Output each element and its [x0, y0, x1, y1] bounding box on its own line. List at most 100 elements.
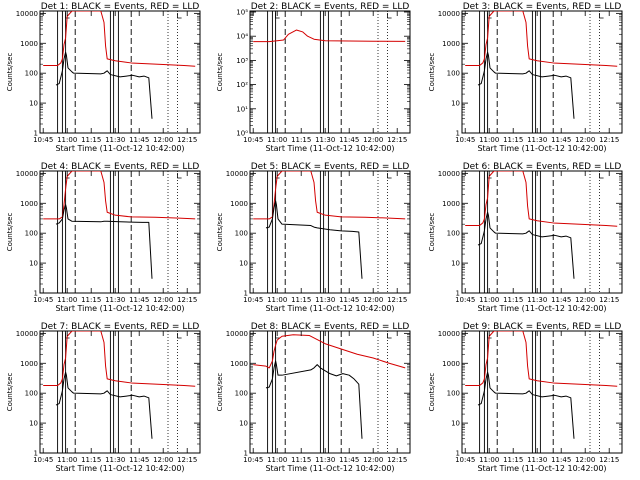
plot-frame [249, 10, 411, 134]
x-tick-label: 11:15 [81, 136, 101, 144]
plot-frame [461, 330, 623, 454]
panel-title: Det 2: BLACK = Events, RED = LLD [251, 2, 410, 12]
series-lld [465, 331, 618, 387]
plot-frame [249, 330, 411, 454]
x-tick-label: 11:15 [81, 456, 101, 464]
plot-area [253, 331, 406, 453]
x-tick-label: 11:30 [105, 136, 125, 144]
panel-title: Det 6: BLACK = Events, RED = LLD [463, 162, 622, 172]
series-events [477, 211, 575, 279]
x-tick-label: 11:45 [129, 296, 149, 304]
marker-bracket [599, 13, 604, 19]
marker-bracket [65, 333, 70, 339]
x-tick-label: 11:00 [267, 136, 287, 144]
series-lld [43, 11, 196, 67]
y-tick-label: 100 [25, 390, 38, 398]
y-tick-label: 100 [25, 230, 38, 238]
marker-bracket [387, 333, 392, 339]
y-tick-label: 10² [236, 81, 248, 89]
panel-det-4: Det 4: BLACK = Events, RED = LLD 10:45 11:… [6, 162, 201, 313]
marker-bracket [177, 333, 182, 339]
panel-det-3: Det 3: BLACK = Events, RED = LLD 10:45 11:… [428, 2, 623, 153]
x-axis-label: Start Time (11-Oct-12 10:42:00) [55, 464, 184, 473]
marker-bracket [275, 333, 280, 339]
plot-frame [249, 170, 411, 294]
x-tick-label: 11:30 [527, 456, 547, 464]
y-tick-label: 1 [34, 130, 38, 138]
x-tick-label: 11:30 [527, 136, 547, 144]
y-tick-label: 100 [447, 70, 460, 78]
x-tick-label: 11:15 [291, 296, 311, 304]
y-tick-label: 10000 [16, 170, 38, 178]
plot-frame [461, 10, 623, 134]
y-tick-label: 10³ [236, 57, 248, 65]
y-tick-label: 1 [244, 450, 248, 458]
x-tick-label: 11:45 [551, 456, 571, 464]
x-tick-label: 11:00 [479, 296, 499, 304]
x-tick-label: 12:00 [153, 136, 173, 144]
marker-bracket [387, 13, 392, 19]
y-axis-label: Counts/sec [216, 213, 224, 252]
x-tick-label: 10:45 [455, 456, 475, 464]
x-tick-label: 12:00 [575, 296, 595, 304]
series-lld [43, 171, 196, 220]
y-axis-label: Counts/sec [428, 373, 436, 412]
y-tick-label: 1000 [442, 200, 460, 208]
y-tick-label: 10 [451, 260, 460, 268]
x-tick-label: 11:45 [339, 456, 359, 464]
panel-title: Det 1: BLACK = Events, RED = LLD [41, 2, 200, 12]
x-tick-label: 10:45 [243, 456, 263, 464]
y-tick-label: 10 [451, 100, 460, 108]
x-tick-label: 11:15 [503, 456, 523, 464]
x-tick-label: 11:30 [105, 296, 125, 304]
x-tick-label: 11:15 [81, 296, 101, 304]
y-axis-label: Counts/sec [428, 53, 436, 92]
y-tick-label: 10 [29, 100, 38, 108]
x-tick-label: 11:15 [291, 136, 311, 144]
x-tick-label: 12:15 [599, 296, 619, 304]
y-tick-label: 1 [456, 290, 460, 298]
x-tick-label: 11:30 [315, 296, 335, 304]
x-tick-label: 12:00 [363, 456, 383, 464]
x-tick-label: 12:15 [177, 136, 197, 144]
x-tick-label: 10:45 [455, 296, 475, 304]
y-tick-label: 1000 [442, 360, 460, 368]
series-lld [465, 171, 618, 227]
x-tick-label: 11:30 [527, 296, 547, 304]
x-tick-label: 12:00 [575, 136, 595, 144]
plot-area [465, 331, 618, 453]
y-tick-label: 10000 [16, 330, 38, 338]
panel-det-7: Det 7: BLACK = Events, RED = LLD 10:45 11:… [6, 322, 201, 473]
marker-bracket [487, 13, 492, 19]
x-tick-label: 11:00 [57, 296, 77, 304]
x-tick-label: 11:15 [291, 456, 311, 464]
y-axis-label: Counts/sec [6, 373, 14, 412]
y-axis-label: Counts/sec [6, 213, 14, 252]
series-lld [43, 331, 196, 387]
marker-bracket [65, 13, 70, 19]
series-events [55, 51, 153, 119]
marker-bracket [487, 333, 492, 339]
x-tick-label: 12:00 [363, 136, 383, 144]
series-lld [253, 29, 406, 43]
series-events [55, 204, 153, 279]
marker-bracket [387, 173, 392, 179]
x-tick-label: 12:00 [153, 456, 173, 464]
y-tick-label: 1000 [230, 200, 248, 208]
x-tick-label: 10:45 [33, 456, 53, 464]
x-axis-label: Start Time (11-Oct-12 10:42:00) [477, 304, 606, 313]
x-tick-label: 11:00 [57, 456, 77, 464]
plot-frame [39, 10, 201, 134]
x-tick-label: 11:45 [551, 296, 571, 304]
x-axis-label: Start Time (11-Oct-12 10:42:00) [477, 464, 606, 473]
x-tick-label: 11:00 [267, 296, 287, 304]
x-tick-label: 12:15 [177, 296, 197, 304]
x-tick-label: 12:15 [177, 456, 197, 464]
series-lld [253, 334, 406, 369]
plot-area [253, 11, 406, 133]
panel-det-9: Det 9: BLACK = Events, RED = LLD 10:45 11:… [428, 322, 623, 473]
y-axis-label: Counts/sec [216, 373, 224, 412]
x-tick-label: 11:45 [129, 456, 149, 464]
series-lld [465, 11, 618, 67]
